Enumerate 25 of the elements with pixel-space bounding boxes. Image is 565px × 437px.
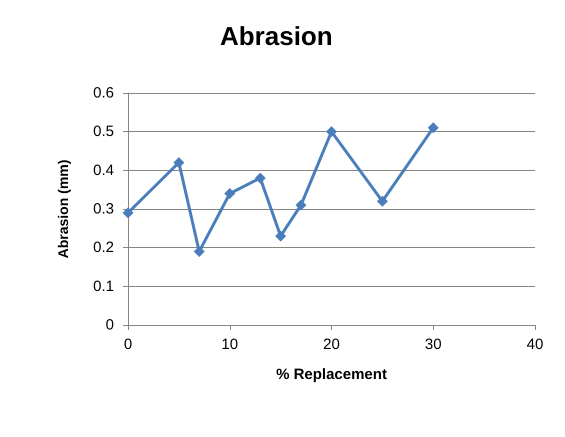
point [173,157,184,168]
point [194,246,205,258]
x-tick-label: 30 [424,336,442,353]
y-tick-label: 0.6 [93,84,114,102]
point [122,207,134,218]
y-axis-title: Abrasion (mm) [55,160,71,258]
x-tick-label: 40 [526,336,544,353]
point [224,188,236,200]
point [295,200,306,211]
x-tick-label: 20 [323,336,340,353]
chart-title: Abrasion [220,21,333,51]
y-tick-label: 0.3 [93,200,114,218]
y-tick-label: 0.5 [93,123,114,140]
y-tick-label: 0.2 [93,239,114,256]
point [254,172,266,184]
point [326,126,337,138]
point [275,230,286,242]
x-tick-label: 10 [221,336,238,353]
y-tick-label: 0.4 [93,162,114,179]
y-tick-label: 0.1 [93,278,114,295]
point [428,122,439,134]
point [376,196,388,207]
x-axis-title: % Replacement [276,366,387,383]
y-tick-label: 0 [106,316,114,334]
x-tick-label: 0 [124,336,132,353]
